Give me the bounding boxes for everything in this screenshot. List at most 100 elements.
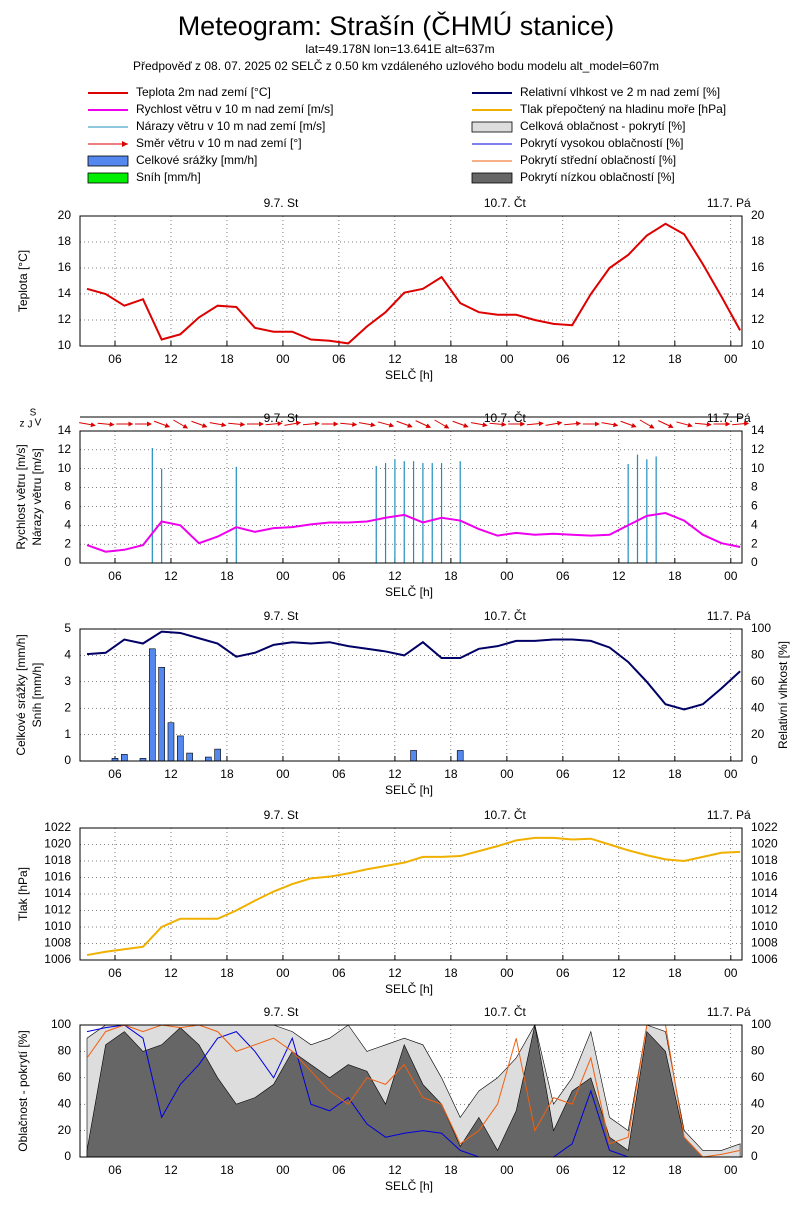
wind-arrow	[302, 421, 320, 427]
day-label: 9.7. St	[264, 609, 299, 623]
x-tick-label: 00	[276, 352, 290, 366]
day-label: 11.7. Pá	[707, 196, 751, 210]
day-label: 9.7. St	[264, 196, 299, 210]
legend-swatch	[87, 155, 129, 167]
wind-arrow	[340, 421, 358, 427]
line	[86, 630, 741, 711]
wind-arrow	[228, 421, 246, 427]
x-tick-label: 12	[612, 1163, 626, 1177]
y-tick-label: 12	[751, 312, 765, 326]
y-tick-label: 80	[751, 1044, 765, 1058]
day-label: 11.7. Pá	[707, 1005, 751, 1019]
y-tick-label: 1016	[44, 870, 71, 884]
line	[86, 511, 741, 553]
x-tick-label: 06	[556, 1163, 570, 1177]
y-tick-label: 20	[58, 208, 72, 222]
x-tick-label: 12	[164, 767, 178, 781]
x-axis-label: SELČ [h]	[385, 584, 433, 599]
y-tick-label: 12	[751, 442, 765, 456]
x-tick-label: 06	[332, 352, 346, 366]
y-tick-label: 4	[64, 517, 71, 531]
x-tick-label: 18	[444, 1163, 458, 1177]
x-tick-label: 12	[612, 569, 626, 583]
bar	[177, 735, 184, 762]
x-tick-label: 18	[220, 767, 234, 781]
y-tick-label: 20	[751, 1123, 765, 1137]
wind-arrow	[732, 421, 750, 427]
day-label: 10.7. Čt	[484, 1004, 527, 1019]
bar	[214, 748, 221, 762]
x-tick-label: 12	[388, 1163, 402, 1177]
direction-label: V	[35, 418, 42, 429]
x-tick-label: 18	[668, 767, 682, 781]
legend-label: Tlak přepočtený na hladinu moře [hPa]	[520, 102, 726, 116]
y-tick-label: 1016	[751, 870, 778, 884]
x-tick-label: 00	[500, 966, 514, 980]
x-tick-label: 12	[164, 966, 178, 980]
wind-arrow	[658, 420, 674, 428]
day-label: 11.7. Pá	[707, 411, 751, 425]
x-tick-label: 06	[332, 966, 346, 980]
x-tick-label: 00	[500, 1163, 514, 1177]
bar	[158, 666, 165, 762]
y-tick-label: 3	[64, 674, 71, 688]
y-tick-label: 0	[751, 1149, 758, 1163]
y-tick-label: 1018	[751, 853, 778, 867]
day-label: 10.7. Čt	[484, 195, 527, 210]
y-tick-label: 6	[64, 499, 71, 513]
y2-tick-label: 20	[751, 727, 765, 741]
wind-arrow	[489, 421, 507, 427]
x-tick-label: 00	[276, 767, 290, 781]
y-axis-label: Rychlost větru [m/s]	[14, 444, 28, 549]
y-tick-label: 12	[58, 312, 72, 326]
title: Meteogram: Strašín (ČHMÚ stanice)	[178, 10, 615, 41]
wind-arrow	[564, 421, 582, 427]
y-tick-label: 5	[64, 621, 71, 635]
x-tick-label: 00	[500, 352, 514, 366]
x-tick-label: 00	[724, 1163, 738, 1177]
bar	[149, 648, 156, 762]
y-tick-label: 1014	[751, 886, 778, 900]
wind-arrow	[97, 421, 115, 427]
y-tick-label: 60	[58, 1070, 72, 1084]
legend-label: Celková oblačnost - pokrytí [%]	[520, 119, 685, 133]
day-label: 11.7. Pá	[707, 609, 751, 623]
direction-label: S	[30, 408, 37, 419]
y-tick-label: 8	[64, 480, 71, 494]
x-tick-label: 00	[276, 569, 290, 583]
day-label: 10.7. Čt	[484, 410, 527, 425]
x-tick-label: 18	[444, 569, 458, 583]
x-tick-label: 06	[556, 767, 570, 781]
plot-frame	[79, 215, 743, 347]
x-tick-label: 00	[724, 966, 738, 980]
y-tick-label: 1020	[751, 837, 778, 851]
y-tick-label: 1022	[44, 820, 71, 834]
x-tick-label: 18	[668, 352, 682, 366]
legend-label: Relativní vlhkost ve 2 m nad zemí [%]	[520, 85, 720, 99]
wind-arrow	[153, 420, 171, 428]
y-tick-label: 14	[751, 423, 765, 437]
bar	[456, 750, 464, 762]
legend-swatch	[87, 172, 129, 184]
x-tick-label: 12	[612, 352, 626, 366]
y-tick-label: 20	[751, 208, 765, 222]
day-label: 9.7. St	[264, 808, 299, 822]
x-tick-label: 12	[388, 767, 402, 781]
x-tick-label: 18	[668, 1163, 682, 1177]
x-tick-label: 00	[724, 569, 738, 583]
y-tick-label: 1014	[44, 886, 71, 900]
y-tick-label: 1006	[44, 952, 71, 966]
y2-tick-label: 100	[751, 621, 771, 635]
bar	[121, 754, 128, 762]
day-label: 10.7. Čt	[484, 807, 527, 822]
y-axis-label: Nárazy větru [m/s]	[30, 448, 44, 545]
x-tick-label: 06	[556, 966, 570, 980]
y-tick-label: 14	[751, 286, 765, 300]
y-tick-label: 10	[751, 338, 765, 352]
x-tick-label: 06	[108, 569, 122, 583]
y-tick-label: 8	[751, 480, 758, 494]
x-tick-label: 12	[612, 767, 626, 781]
y-axis-label: Celkové srážky [mm/h]	[14, 634, 28, 755]
x-tick-label: 12	[164, 352, 178, 366]
